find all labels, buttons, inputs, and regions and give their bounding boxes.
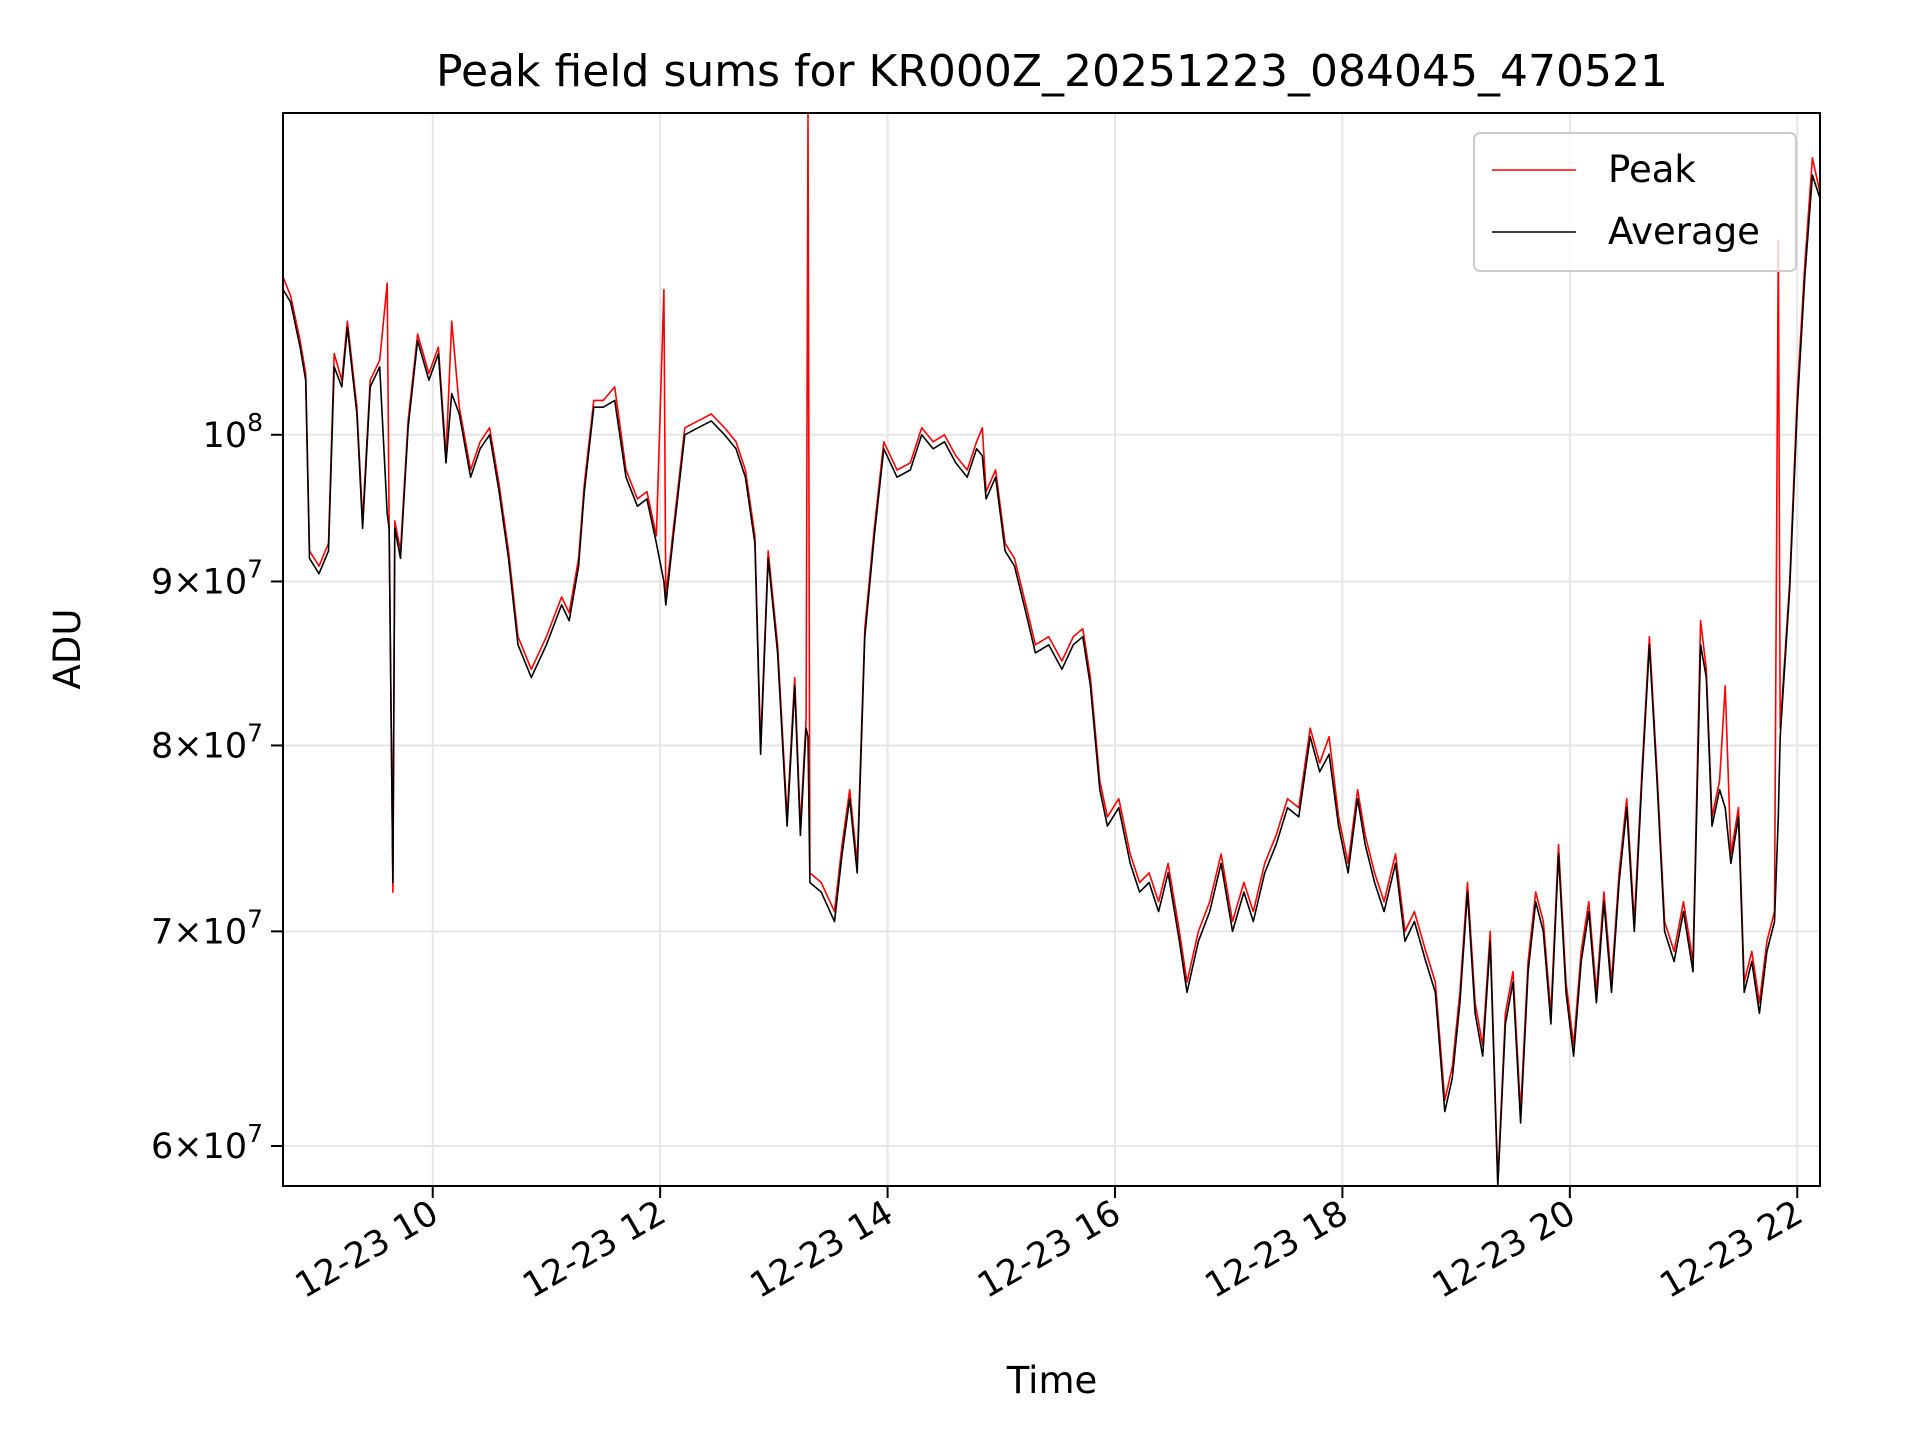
legend-label-peak: Peak	[1608, 148, 1696, 191]
plot-frame	[282, 112, 1821, 1187]
y-tick-label: 9×107	[151, 554, 263, 602]
y-tick-base: 9×10	[151, 562, 247, 602]
y-tick-exponent: 7	[247, 1119, 263, 1148]
y-axis-label: ADU	[46, 609, 89, 690]
x-axis-label: Time	[1006, 1359, 1098, 1402]
series-lines	[282, 112, 1821, 1187]
y-tick-base: 7×10	[151, 912, 247, 952]
y-tick-base: 8×10	[151, 726, 247, 766]
legend: Peak Average	[1473, 132, 1797, 272]
y-tick-exponent: 8	[247, 408, 263, 437]
y-tick-exponent: 7	[247, 904, 263, 933]
grid	[283, 113, 1820, 1186]
y-tick-base: 10	[203, 416, 248, 456]
y-tick-label: 7×107	[151, 904, 263, 952]
y-tick-label: 6×107	[151, 1119, 263, 1167]
y-tick-base: 6×10	[151, 1127, 247, 1167]
y-tick-label: 108	[203, 408, 263, 456]
y-tick-label: 8×107	[151, 718, 263, 766]
series-line-peak	[282, 112, 1821, 1182]
chart-title: Peak field sums for KR000Z_20251223_0840…	[436, 46, 1668, 97]
legend-box	[1473, 132, 1797, 272]
y-tick-exponent: 7	[247, 718, 263, 747]
legend-label-average: Average	[1608, 210, 1760, 253]
series-line-average	[282, 174, 1821, 1187]
y-tick-exponent: 7	[247, 554, 263, 583]
